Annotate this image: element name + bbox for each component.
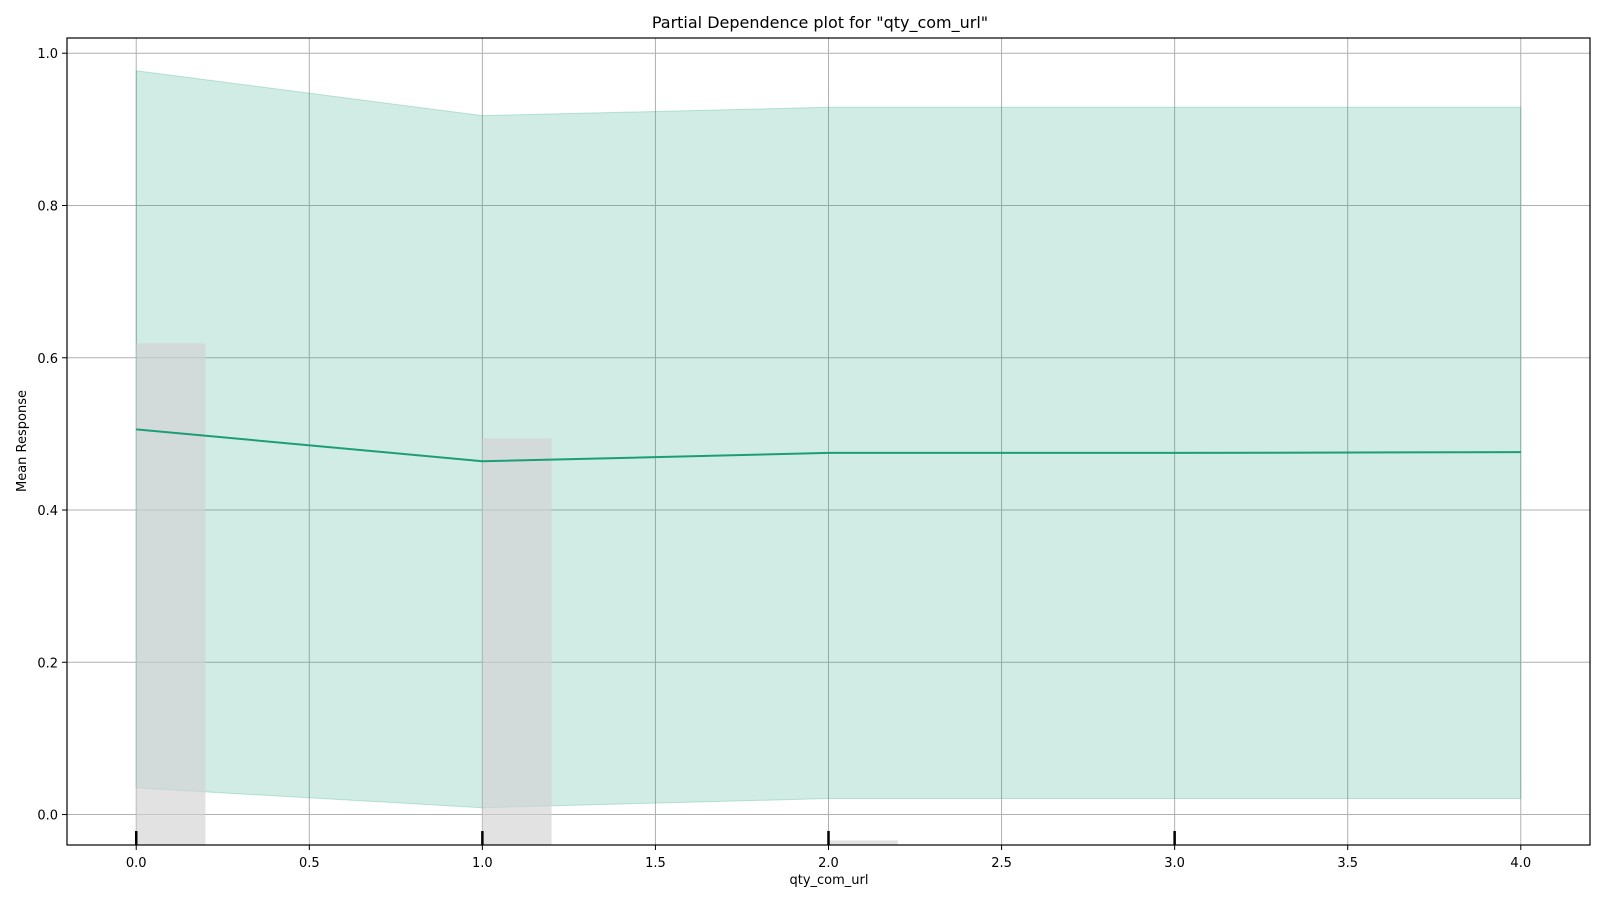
x-axis-ticks: 0.0 0.5 1.0 1.5 2.0 2.5 3.0 3.5 4.0: [126, 845, 1531, 871]
x-tick-label: 3.0: [1164, 856, 1185, 871]
y-axis-ticks: 0.0 0.2 0.4 0.6 0.8 1.0: [37, 47, 67, 824]
data-point: [135, 428, 137, 430]
confidence-band: [135, 70, 1522, 809]
rug-marks: [134, 831, 1176, 845]
histogram-bar: [482, 438, 552, 845]
histogram-bar: [828, 840, 898, 845]
x-tick-label: 2.5: [991, 856, 1012, 871]
chart-title: Partial Dependence plot for "qty_com_url…: [652, 13, 988, 33]
x-tick-label: 0.5: [299, 856, 320, 871]
y-tick-label: 0.4: [37, 504, 58, 519]
x-tick-label: 3.5: [1337, 856, 1358, 871]
data-point: [1520, 451, 1522, 453]
histogram-bar: [136, 343, 206, 845]
histogram: [136, 343, 898, 845]
y-axis-label: Mean Response: [15, 390, 30, 492]
mean-response-line: [135, 428, 1522, 463]
y-tick-label: 0.6: [37, 352, 58, 367]
x-tick-label: 1.5: [645, 856, 666, 871]
confidence-band-area: [135, 70, 1522, 809]
x-tick-label: 4.0: [1510, 856, 1531, 871]
y-tick-label: 0.8: [37, 199, 58, 214]
data-point: [481, 460, 483, 462]
y-tick-label: 0.2: [37, 656, 58, 671]
data-point: [828, 452, 829, 454]
data-point: [1174, 452, 1176, 454]
x-tick-label: 0.0: [126, 856, 147, 871]
y-tick-label: 0.0: [37, 809, 58, 824]
x-tick-label: 1.0: [472, 856, 493, 871]
y-tick-label: 1.0: [37, 47, 58, 62]
grid: [67, 38, 1590, 845]
x-tick-label: 2.0: [818, 856, 839, 871]
x-axis-label: qty_com_url: [789, 873, 868, 888]
